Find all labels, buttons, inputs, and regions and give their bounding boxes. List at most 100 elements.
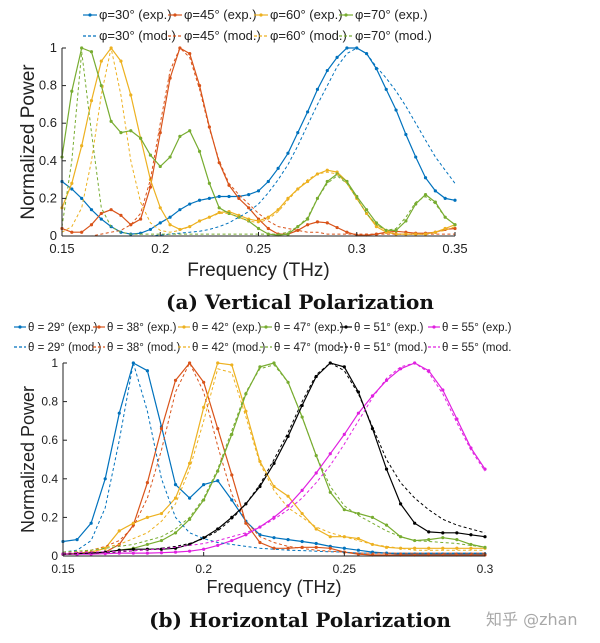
x-tick-label: 0.2: [195, 562, 212, 576]
data-point: [266, 226, 270, 231]
data-point: [89, 50, 94, 54]
data-point: [325, 221, 329, 225]
data-point: [306, 223, 310, 227]
legend-label: φ=45° (mod.): [184, 28, 261, 43]
y-tick-label: 0.8: [39, 78, 57, 93]
data-point: [328, 452, 332, 456]
data-point: [202, 380, 206, 384]
data-point: [423, 193, 428, 197]
y-tick-label: 0.8: [41, 395, 58, 409]
data-point: [384, 523, 389, 527]
data-point: [374, 225, 378, 229]
data-point: [80, 46, 84, 50]
series-line: [62, 368, 485, 553]
legend-marker: [88, 13, 92, 17]
data-point: [80, 144, 84, 148]
data-point: [188, 461, 192, 465]
data-point: [237, 196, 241, 200]
data-point: [247, 206, 251, 210]
data-point: [328, 535, 332, 539]
data-point: [103, 477, 107, 481]
data-point: [217, 194, 221, 199]
data-point: [453, 198, 457, 202]
data-point: [168, 215, 172, 219]
series-line: [62, 362, 485, 554]
x-tick-label: 0.2: [151, 241, 169, 256]
data-point: [370, 427, 375, 431]
data-point: [145, 481, 149, 485]
data-point: [216, 361, 220, 365]
data-point: [202, 547, 206, 551]
data-point: [384, 467, 389, 471]
series-line: [62, 364, 486, 553]
legend-label: φ=30° (mod.): [99, 28, 176, 43]
data-point: [178, 134, 182, 138]
series-line: [62, 47, 456, 237]
data-point: [99, 211, 103, 216]
data-point: [286, 494, 290, 498]
data-point: [145, 515, 149, 520]
data-point: [158, 164, 162, 169]
data-point: [433, 189, 437, 193]
data-point: [216, 527, 220, 531]
data-point: [433, 230, 437, 234]
data-point: [399, 502, 403, 506]
legend-marker: [344, 13, 348, 17]
data-point: [119, 59, 123, 63]
data-point: [453, 226, 457, 231]
data-point: [453, 223, 457, 227]
legend-label: θ = 55° (mod.: [442, 342, 511, 354]
data-point: [256, 219, 261, 223]
legend-marker: [18, 325, 22, 329]
data-point: [423, 176, 428, 180]
data-point: [188, 52, 192, 56]
data-point: [207, 181, 211, 185]
series-line: [61, 46, 456, 235]
data-point: [139, 136, 143, 140]
data-point: [188, 549, 192, 553]
legend-label: φ=70° (exp.): [355, 7, 428, 22]
x-tick-label: 0.15: [51, 562, 75, 576]
data-point: [314, 471, 318, 475]
data-point: [89, 223, 94, 227]
data-point: [173, 531, 178, 535]
legend-label: θ = 38° (mod.): [107, 342, 180, 354]
data-point: [296, 228, 300, 232]
data-point: [455, 546, 459, 550]
data-point: [315, 87, 320, 91]
data-point: [276, 166, 280, 170]
y-axis-label: Normalized Power: [18, 64, 39, 220]
data-point: [159, 538, 164, 543]
data-point: [145, 369, 149, 373]
data-point: [117, 529, 121, 533]
data-point: [197, 198, 202, 202]
series-line: [61, 47, 456, 236]
data-point: [131, 547, 135, 551]
data-point: [325, 168, 329, 172]
data-point: [483, 545, 487, 549]
data-point: [109, 208, 113, 212]
data-point: [404, 132, 408, 137]
legend-label: φ=70° (mod.): [355, 28, 432, 43]
data-point: [286, 537, 290, 542]
data-point: [356, 390, 360, 394]
series-line: [62, 47, 455, 237]
legend-marker: [173, 13, 177, 17]
data-point: [75, 537, 79, 542]
data-point: [483, 535, 487, 539]
data-point: [342, 546, 346, 550]
data-point: [394, 108, 398, 112]
data-point: [370, 515, 375, 520]
data-point: [178, 208, 182, 212]
legend-marker: [259, 13, 263, 17]
data-point: [158, 206, 162, 210]
data-point: [230, 538, 234, 543]
y-tick-label: 1: [50, 40, 57, 55]
data-point: [258, 365, 262, 369]
data-point: [173, 496, 178, 500]
data-point: [103, 546, 107, 550]
data-point: [99, 59, 103, 63]
data-point: [158, 131, 162, 135]
legend-label: θ = 47° (exp.): [274, 322, 344, 334]
